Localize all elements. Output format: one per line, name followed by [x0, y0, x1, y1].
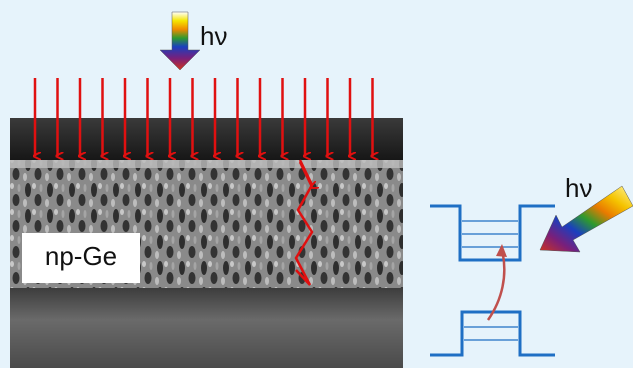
material-label: np-Ge — [45, 241, 117, 271]
photon-label-top: hν — [200, 21, 227, 51]
figure: hν np-Ge hν — [0, 0, 633, 368]
photon-label-side: hν — [565, 173, 592, 203]
